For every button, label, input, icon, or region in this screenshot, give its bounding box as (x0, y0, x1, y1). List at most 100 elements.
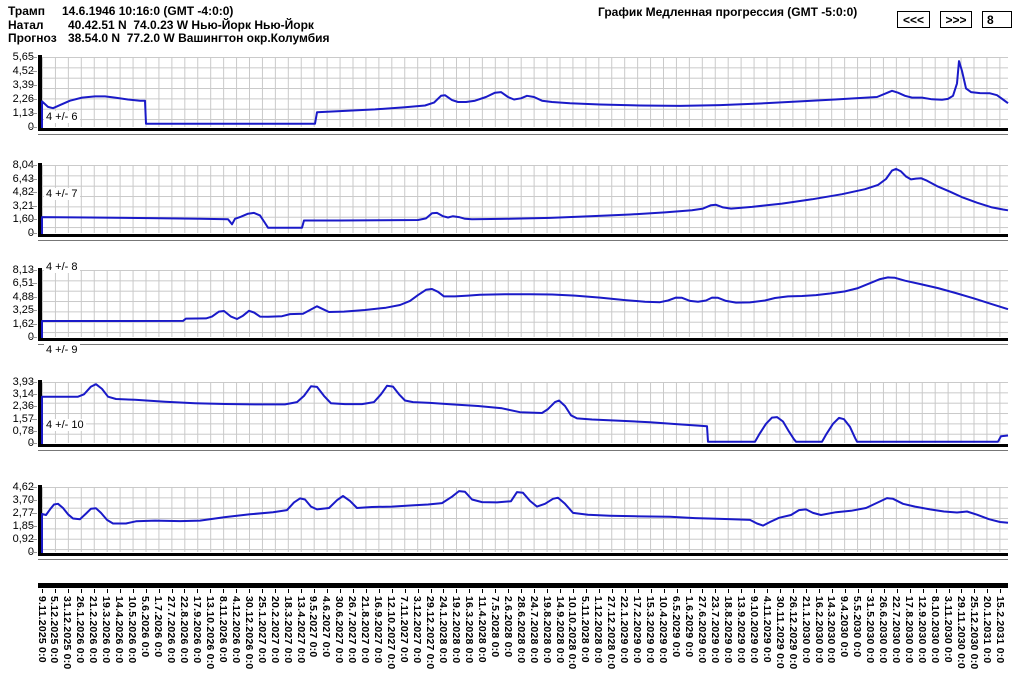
x-tick-mark (288, 589, 290, 593)
x-tick-mark (417, 589, 419, 593)
x-tick-mark (456, 589, 458, 593)
progression-curve-svg (41, 276, 1009, 338)
x-tick-mark (106, 589, 108, 593)
x-axis-date-label: 16.3.2028 0:0 (462, 596, 475, 664)
x-axis-date-label: 8.11.2026 0:0 (216, 596, 229, 663)
scroll-back-button[interactable]: <<< (897, 11, 930, 28)
y-tick-label: 2,26 (12, 93, 34, 105)
x-tick-mark (896, 589, 898, 593)
x-tick-mark (780, 589, 782, 593)
x-axis-date-label: 13.9.2029 0:0 (734, 596, 747, 664)
y-axis-bar (38, 380, 42, 447)
x-tick-mark (93, 589, 95, 593)
x-tick-mark (883, 589, 885, 593)
panel-baseline-shadow (38, 559, 1008, 560)
x-tick-mark (171, 589, 173, 593)
x-tick-mark (508, 589, 510, 593)
aspect-orb-tag: 4 +/- 10 (44, 419, 86, 431)
x-axis-date-label: 15.3.2029 0:0 (644, 596, 657, 664)
x-axis-date-label: 14.4.2026 0:0 (113, 596, 126, 664)
panel-grid (42, 57, 1008, 127)
x-tick-mark (313, 589, 315, 593)
y-tick-label: 3,14 (12, 388, 34, 401)
x-tick-mark (158, 589, 160, 593)
x-axis-date-label: 1.12.2028 0:0 (592, 596, 605, 664)
aspect-orb-tag: 4 +/- 6 (44, 111, 80, 123)
x-tick-mark (974, 589, 976, 593)
x-tick-mark (42, 589, 43, 593)
x-axis-date-label: 10.5.2026 0:0 (126, 596, 139, 664)
y-tick-dash (30, 443, 37, 444)
natal-datetime: 14.6.1946 10:16:0 (GMT -4:0:0) (62, 4, 234, 18)
x-axis-date-label: 27.6.2029 0:0 (695, 596, 708, 664)
y-tick-label: 2,36 (12, 400, 34, 413)
x-tick-mark (598, 589, 600, 593)
aspect-orb-tag: 4 +/- 7 (44, 188, 80, 200)
x-axis-date-label: 4.11.2029 0:0 (760, 596, 773, 663)
y-tick-label: 4,88 (12, 290, 34, 303)
y-tick-dash (30, 310, 37, 312)
y-tick-dash (30, 323, 37, 325)
x-axis-date-label: 13.4.2027 0:0 (294, 596, 307, 664)
x-axis-date-label: 27.12.2028 0:0 (605, 596, 618, 670)
x-axis-date-label: 16.2.2030 0:0 (812, 596, 825, 664)
x-tick-mark (676, 589, 678, 593)
x-tick-mark (909, 589, 911, 593)
x-tick-mark (767, 589, 769, 593)
x-tick-mark (352, 589, 354, 593)
y-tick-dash (30, 513, 37, 514)
x-axis-date-label: 30.6.2027 0:0 (333, 596, 346, 664)
y-tick-label: 1,57 (12, 412, 34, 425)
x-tick-mark (404, 589, 406, 593)
x-axis-date-label: 19.3.2026 0:0 (100, 596, 113, 664)
panel-baseline (38, 128, 1008, 131)
y-tick-dash (30, 127, 37, 128)
x-axis-date-label: 26.12.2029 0:0 (786, 596, 799, 670)
x-tick-mark (987, 589, 989, 593)
page-number-box[interactable]: 8 (982, 11, 1012, 28)
y-tick-dash (30, 430, 37, 432)
y-axis-bar (38, 163, 42, 237)
y-axis-bar (38, 55, 42, 131)
x-axis-date-label: 18.8.2029 0:0 (721, 596, 734, 664)
x-tick-mark (145, 589, 147, 593)
x-tick-mark (378, 589, 380, 593)
x-tick-mark (275, 589, 277, 593)
y-tick-dash (30, 487, 37, 488)
x-axis-date-label: 25.12.2030 0:0 (967, 596, 980, 670)
x-tick-mark (482, 589, 484, 593)
x-tick-mark (572, 589, 574, 593)
y-tick-label: 8,13 (12, 264, 34, 276)
x-axis-date-label: 10.4.2029 0:0 (657, 596, 670, 664)
x-axis-date-label: 13.10.2026 0:0 (203, 596, 216, 670)
x-tick-mark (521, 589, 523, 593)
x-tick-mark (831, 589, 833, 593)
x-axis-date-label: 3.12.2027 0:0 (411, 596, 424, 664)
progression-curve-svg (41, 383, 1009, 444)
y-tick-label: 8,04 (12, 159, 34, 171)
x-axis-date-label: 20.1.2031 0:0 (980, 596, 993, 664)
x-axis-date-label: 12.9.2030 0:0 (916, 596, 929, 664)
x-axis-date-label: 5.6.2026 0:0 (139, 596, 152, 658)
x-axis-date-label: 22.7.2030 0:0 (890, 596, 903, 664)
x-axis-date-label: 3.11.2030 0:0 (942, 596, 954, 663)
y-tick-dash (30, 539, 37, 540)
x-tick-mark (80, 589, 82, 593)
y-tick-label: 4,82 (12, 186, 34, 199)
x-tick-mark (365, 589, 367, 593)
y-tick-dash (30, 552, 37, 553)
panel-grid (42, 270, 1008, 337)
x-tick-mark (339, 589, 341, 593)
forecast-place-label: Прогноз (8, 31, 57, 45)
x-tick-mark (689, 589, 691, 593)
scroll-forward-button[interactable]: >>> (940, 11, 972, 28)
y-tick-label: 1,85 (12, 520, 34, 532)
y-tick-dash (30, 394, 37, 396)
progression-curve-svg (41, 490, 1009, 553)
forecast-coordinates: 38.54.0 N 77.2.0 W Вашингтон окр.Колумби… (68, 31, 330, 45)
panel-baseline (38, 553, 1008, 556)
x-tick-mark (249, 589, 251, 593)
panel-baseline (38, 338, 1008, 341)
natal-place-label: Натал (8, 18, 44, 32)
x-axis-date-label: 17.9.2026 0:0 (190, 596, 203, 664)
